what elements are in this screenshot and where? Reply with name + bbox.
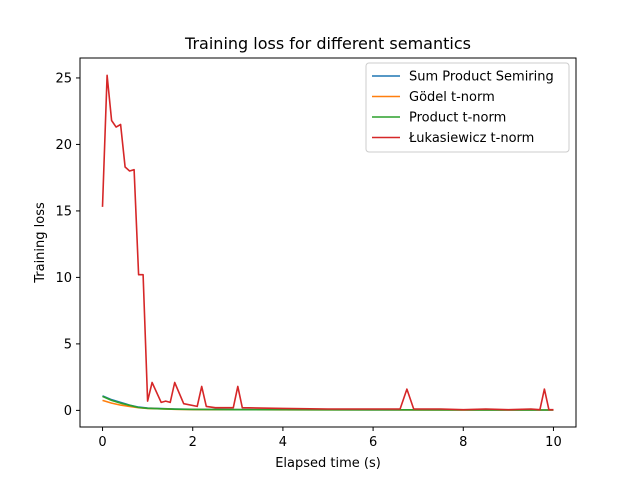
- legend-label-4: Łukasiewicz t-norm: [408, 131, 534, 146]
- x-axis-label: Elapsed time (s): [275, 456, 381, 471]
- plot-frame: [79, 57, 577, 428]
- y-tick-label: 10: [55, 271, 72, 286]
- legend-label-2: Gödel t-norm: [409, 90, 495, 105]
- x-tick-label: 10: [545, 435, 562, 450]
- y-tick-label: 25: [55, 71, 72, 86]
- x-tick-label: 4: [279, 435, 287, 450]
- x-tick-label: 6: [369, 435, 377, 450]
- x-tick-label: 2: [189, 435, 197, 450]
- y-tick-label: 5: [64, 337, 72, 352]
- y-axis-label: Training loss: [33, 202, 48, 284]
- y-tick-label: 0: [64, 404, 72, 419]
- series-line-4: [101, 74, 554, 411]
- x-tick-label: 8: [459, 435, 467, 450]
- legend-label-1: Sum Product Semiring: [409, 70, 554, 85]
- legend-box: [365, 62, 570, 153]
- series-line-3: [102, 395, 554, 411]
- series-layer: [101, 74, 554, 411]
- legend: Sum Product Semiring Gödel t-norm Product …: [365, 62, 570, 153]
- tick-layer: 0 2 4 6 8 10 0 5 10 15 20 25: [55, 71, 561, 450]
- legend-label-3: Product t-norm: [409, 111, 506, 126]
- y-tick-label: 15: [55, 204, 72, 219]
- x-tick-label: 0: [98, 435, 106, 450]
- y-tick-label: 20: [55, 138, 72, 153]
- chart-title: Training loss for different semantics: [184, 34, 471, 53]
